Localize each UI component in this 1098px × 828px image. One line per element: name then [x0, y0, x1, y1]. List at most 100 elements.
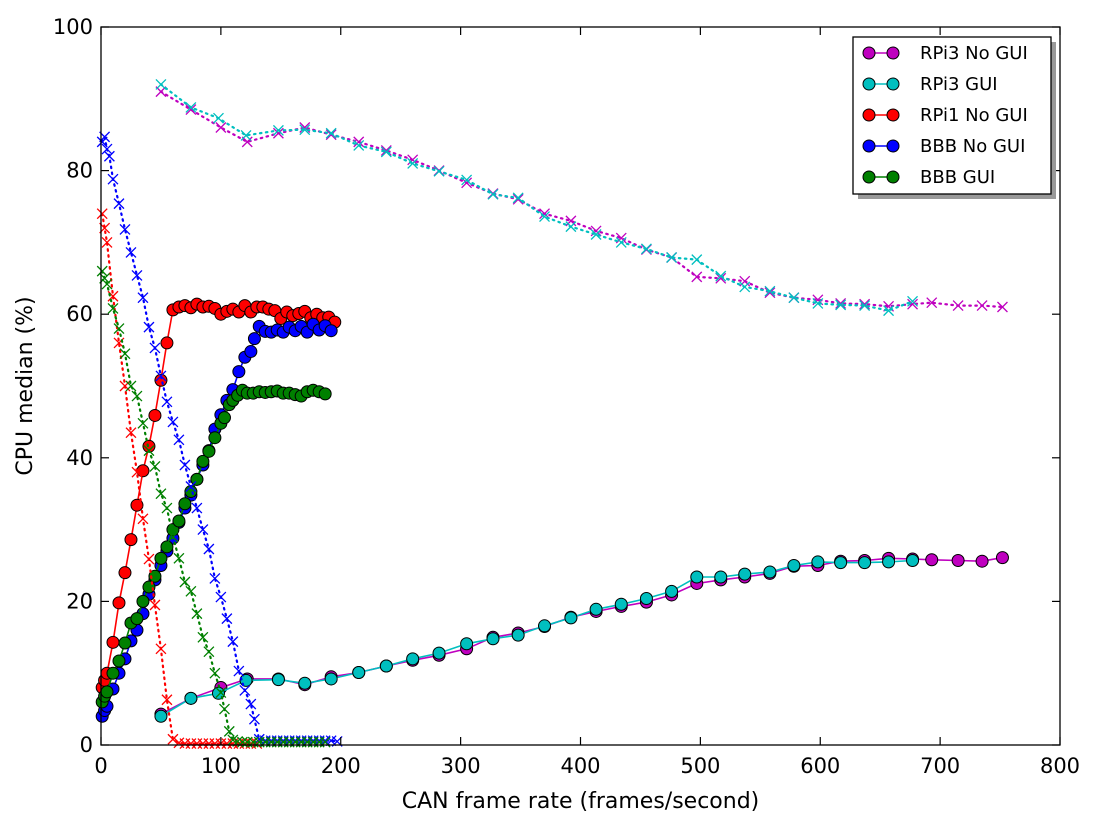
- point-rpi1-no-gui: [130, 498, 144, 512]
- point-bbb-gui: [136, 594, 150, 608]
- point-bbb-no-gui-idle: [173, 434, 185, 446]
- point-rpi3-gui: [271, 673, 285, 687]
- x-tick-label: 0: [94, 754, 107, 778]
- x-tick-label: 700: [920, 754, 960, 778]
- point-rpi1-no-gui-idle: [149, 599, 161, 611]
- point-bbb-gui: [208, 431, 222, 445]
- point-bbb-no-gui-idle: [137, 292, 149, 304]
- point-rpi3-gui-idle: [272, 124, 284, 136]
- legend-marker: [862, 77, 876, 91]
- point-bbb-no-gui-idle: [215, 591, 227, 603]
- point-bbb-gui-idle: [96, 265, 108, 277]
- point-rpi3-no-gui-idle: [615, 232, 627, 244]
- series-line-rpi3-no-gui-idle: [159, 90, 1004, 309]
- point-rpi3-gui: [511, 628, 525, 642]
- point-rpi3-gui-idle: [590, 229, 602, 240]
- legend-item-rpi3-no-gui: RPi3 No GUI: [862, 43, 1028, 64]
- point-rpi3-gui: [460, 637, 474, 651]
- legend-marker: [886, 77, 900, 91]
- point-rpi1-no-gui: [154, 373, 168, 387]
- point-rpi3-gui-idle: [433, 165, 445, 177]
- point-rpi1-no-gui-idle: [143, 553, 155, 565]
- point-bbb-no-gui-idle: [143, 321, 155, 333]
- point-rpi3-gui-idle: [185, 101, 197, 113]
- point-bbb-gui-idle: [179, 576, 191, 588]
- series-rpi3-gui: [154, 553, 920, 723]
- point-rpi3-gui: [406, 652, 420, 666]
- point-bbb-gui: [196, 454, 210, 468]
- point-rpi3-gui: [432, 646, 446, 660]
- point-bbb-gui-idle: [113, 323, 125, 335]
- point-bbb-no-gui-idle: [209, 572, 221, 584]
- point-rpi3-gui-idle: [835, 299, 847, 311]
- point-rpi3-no-gui-idle: [325, 129, 337, 141]
- point-rpi3-no-gui-idle: [739, 275, 751, 287]
- point-bbb-gui: [172, 514, 186, 528]
- series-rpi1-no-gui: [95, 297, 342, 695]
- point-rpi3-gui: [538, 619, 552, 633]
- point-bbb-gui-idle: [191, 608, 203, 620]
- point-bbb-gui-idle: [125, 380, 137, 392]
- point-rpi3-gui: [639, 592, 653, 606]
- series-layer: [95, 78, 1009, 750]
- legend-marker: [862, 108, 876, 122]
- point-bbb-gui-idle: [223, 725, 235, 737]
- point-rpi3-no-gui-idle: [215, 122, 227, 133]
- point-rpi3-gui: [614, 597, 628, 611]
- legend-marker: [862, 46, 876, 60]
- point-bbb-gui: [190, 472, 204, 486]
- point-rpi3-gui-idle: [380, 146, 392, 158]
- point-rpi1-no-gui: [106, 635, 120, 649]
- point-bbb-no-gui-idle: [167, 416, 179, 428]
- point-bbb-no-gui: [247, 332, 261, 346]
- point-bbb-no-gui-idle: [221, 613, 233, 625]
- point-rpi3-gui: [486, 632, 500, 646]
- point-rpi1-no-gui: [118, 566, 132, 580]
- point-rpi3-gui: [184, 691, 198, 705]
- point-rpi3-no-gui-idle: [764, 287, 776, 299]
- point-bbb-gui-idle: [119, 348, 131, 360]
- point-rpi3-no-gui: [975, 554, 989, 568]
- legend-item-rpi1-no-gui: RPi1 No GUI: [862, 105, 1028, 126]
- point-bbb-gui-idle: [173, 552, 185, 564]
- point-bbb-no-gui-idle: [107, 173, 119, 185]
- point-bbb-no-gui-idle: [113, 198, 125, 210]
- point-bbb-gui: [217, 411, 231, 425]
- point-bbb-gui-idle: [161, 502, 173, 514]
- legend-label: RPi1 No GUI: [920, 105, 1028, 126]
- point-rpi1-no-gui-idle: [101, 236, 113, 248]
- point-rpi3-gui-idle: [512, 192, 524, 204]
- point-bbb-no-gui-idle: [125, 246, 137, 258]
- point-rpi3-gui-idle: [666, 252, 678, 263]
- point-bbb-gui: [202, 444, 216, 458]
- point-bbb-no-gui: [232, 365, 246, 379]
- point-bbb-gui-idle: [215, 687, 227, 699]
- point-rpi3-gui: [298, 676, 312, 690]
- point-bbb-no-gui: [244, 345, 258, 359]
- point-bbb-no-gui-idle: [155, 370, 167, 382]
- point-rpi3-gui-idle: [859, 300, 871, 312]
- point-rpi3-no-gui-idle: [512, 193, 524, 205]
- point-rpi3-no-gui-idle: [952, 300, 964, 312]
- legend-marker: [886, 46, 900, 60]
- point-rpi3-gui-idle: [461, 174, 473, 186]
- point-rpi3-no-gui-idle: [926, 297, 938, 309]
- x-tick-label: 200: [321, 754, 361, 778]
- point-bbb-gui-idle: [197, 631, 209, 643]
- point-rpi3-gui-idle: [883, 305, 895, 317]
- point-rpi3-no-gui-idle: [407, 154, 419, 166]
- point-rpi3-gui-idle: [487, 188, 499, 200]
- legend-label: RPi3 No GUI: [920, 43, 1028, 64]
- point-bbb-no-gui-idle: [197, 524, 209, 536]
- point-rpi3-gui-idle: [325, 127, 337, 139]
- legend-marker: [886, 139, 900, 153]
- x-tick-label: 100: [201, 754, 241, 778]
- point-bbb-no-gui-idle: [149, 342, 161, 354]
- point-bbb-no-gui-idle: [245, 698, 257, 710]
- legend-label: BBB No GUI: [920, 136, 1025, 157]
- point-rpi3-gui: [564, 611, 578, 625]
- point-rpi3-gui: [690, 570, 704, 584]
- series-line-rpi3-gui-idle: [159, 83, 914, 312]
- point-bbb-no-gui-idle: [161, 396, 173, 408]
